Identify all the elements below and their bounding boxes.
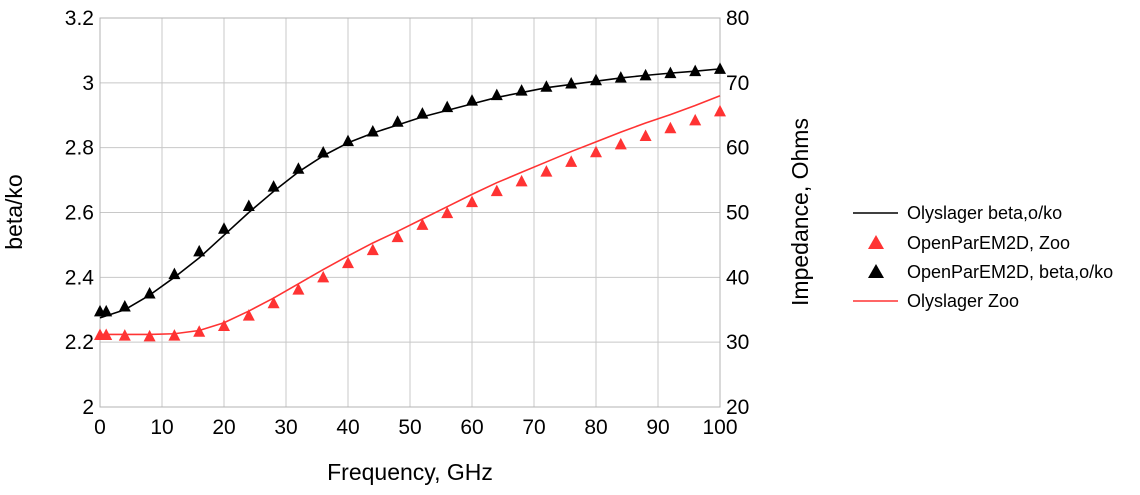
data-point-openparem2d-beta-o-ko [664, 66, 677, 79]
data-point-openparem2d-zoo [639, 129, 652, 141]
grid-layer [99, 17, 721, 408]
data-point-openparem2d-zoo [267, 296, 280, 309]
series-layer [94, 62, 726, 342]
data-point-openparem2d-beta-o-ko [242, 199, 255, 212]
y-tick-label: 3 [82, 72, 94, 95]
y-axis-title: beta/ko [1, 174, 27, 249]
data-point-openparem2d-zoo [490, 184, 503, 197]
legend-swatch-openparem-zoo [868, 235, 884, 249]
y-tick-label: 2 [82, 396, 94, 419]
legend-label-openparem-beta: OpenParEM2D, beta,o/ko [907, 262, 1113, 282]
y2-tick-label: 20 [726, 396, 749, 419]
data-point-openparem2d-beta-o-ko [100, 304, 113, 317]
legend-swatch-openparem-beta [868, 264, 884, 278]
y-tick-label: 2.8 [65, 137, 94, 160]
data-point-openparem2d-beta-o-ko [565, 76, 578, 89]
legend-label-olyslager-zoo: Olyslager Zoo [907, 291, 1019, 311]
data-point-openparem2d-zoo [342, 256, 354, 269]
data-point-openparem2d-beta-o-ko [193, 244, 206, 257]
plot-area-frame [99, 17, 721, 408]
data-point-openparem2d-zoo [540, 165, 553, 177]
data-point-openparem2d-zoo [143, 329, 156, 342]
data-point-openparem2d-beta-o-ko [391, 115, 404, 127]
data-point-openparem2d-zoo [366, 243, 379, 256]
data-point-openparem2d-beta-o-ko [218, 222, 230, 234]
data-point-openparem2d-zoo [590, 145, 602, 158]
data-point-openparem2d-beta-o-ko [342, 134, 354, 147]
data-point-openparem2d-zoo [168, 329, 181, 341]
data-point-openparem2d-zoo [218, 319, 230, 331]
data-point-openparem2d-beta-o-ko [639, 68, 652, 81]
x-tick-label: 60 [460, 416, 483, 439]
data-point-openparem2d-zoo [714, 104, 726, 117]
x-tick-label: 90 [646, 416, 669, 439]
y2-tick-label: 30 [726, 331, 749, 354]
x-tick-label: 0 [94, 416, 106, 439]
x-tick-label: 70 [522, 416, 545, 439]
data-point-openparem2d-zoo [317, 270, 330, 283]
y2-tick-label: 80 [726, 7, 749, 30]
y-tick-label: 3.2 [65, 7, 94, 30]
legend: Olyslager beta,o/ko OpenParEM2D, Zoo Ope… [853, 203, 1113, 311]
data-point-openparem2d-zoo [466, 195, 478, 208]
y2-axis-title: Impedance, Ohms [787, 118, 813, 306]
legend-label-openparem-zoo: OpenParEM2D, Zoo [907, 233, 1070, 253]
data-point-openparem2d-beta-o-ko [416, 107, 429, 119]
x-axis-title: Frequency, GHz [327, 459, 493, 485]
data-point-openparem2d-zoo [416, 218, 429, 230]
y2-tick-label: 50 [726, 202, 749, 225]
x-tick-label: 100 [702, 416, 737, 439]
series-line-olyslager-zoo [100, 95, 721, 336]
data-point-openparem2d-zoo [242, 309, 255, 321]
data-point-openparem2d-beta-o-ko [292, 162, 305, 174]
y2-tick-label: 60 [726, 137, 749, 160]
y-tick-label: 2.4 [65, 266, 95, 289]
data-point-openparem2d-zoo [689, 113, 702, 126]
tick-layer: 0 10 20 30 40 50 60 70 80 90 100 2 2.2 2.4 2.6 2.8 3 3.2 2… [65, 7, 750, 439]
y-tick-label: 2.6 [65, 202, 94, 225]
data-point-openparem2d-beta-o-ko [317, 146, 330, 158]
data-point-openparem2d-beta-o-ko [168, 267, 181, 280]
data-point-openparem2d-zoo [391, 230, 404, 243]
data-point-openparem2d-beta-o-ko [515, 84, 528, 96]
x-tick-label: 40 [336, 416, 359, 439]
data-point-openparem2d-beta-o-ko [614, 71, 627, 83]
y2-tick-label: 70 [726, 72, 749, 95]
data-point-openparem2d-zoo [515, 174, 528, 187]
y2-tick-label: 40 [726, 266, 749, 289]
x-tick-label: 80 [584, 416, 607, 439]
legend-label-olyslager-beta: Olyslager beta,o/ko [907, 203, 1062, 223]
data-point-openparem2d-zoo [664, 121, 677, 134]
data-point-openparem2d-beta-o-ko [366, 124, 379, 137]
data-point-openparem2d-beta-o-ko [118, 300, 131, 312]
data-point-openparem2d-beta-o-ko [466, 94, 478, 106]
x-tick-label: 50 [398, 416, 421, 439]
data-point-openparem2d-beta-o-ko [143, 287, 156, 299]
x-tick-label: 10 [150, 416, 173, 439]
y-tick-label: 2.2 [65, 331, 94, 354]
x-tick-label: 20 [212, 416, 235, 439]
data-point-openparem2d-beta-o-ko [490, 88, 503, 101]
x-tick-label: 30 [274, 416, 297, 439]
data-point-openparem2d-beta-o-ko [267, 180, 280, 192]
data-point-openparem2d-zoo [292, 283, 305, 295]
data-point-openparem2d-zoo [614, 137, 627, 150]
data-point-openparem2d-beta-o-ko [714, 62, 726, 74]
data-point-openparem2d-beta-o-ko [441, 100, 454, 113]
data-point-openparem2d-zoo [441, 206, 454, 219]
data-point-openparem2d-beta-o-ko [590, 73, 602, 86]
data-point-openparem2d-zoo [565, 155, 578, 167]
data-point-openparem2d-beta-o-ko [689, 64, 702, 77]
data-point-openparem2d-beta-o-ko [540, 80, 553, 92]
